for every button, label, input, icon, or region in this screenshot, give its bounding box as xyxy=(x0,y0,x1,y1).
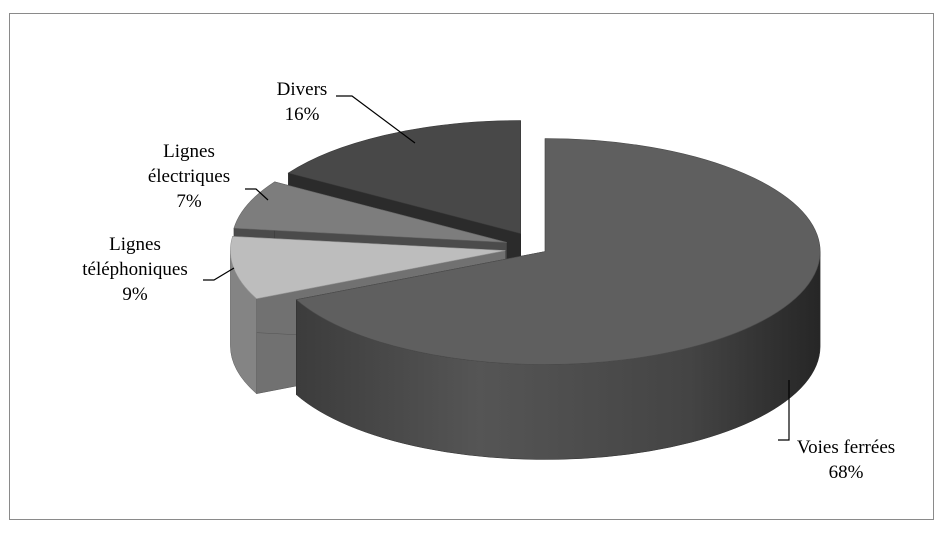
leader-line xyxy=(778,380,790,441)
data-label: Lignes électriques 7% xyxy=(148,141,230,212)
data-labels: Voies ferrées 68%Lignes téléphoniques 9%Lig… xyxy=(82,79,895,483)
data-label-line: 16% xyxy=(285,104,320,125)
pie-slice-top xyxy=(233,181,507,243)
pie-slices xyxy=(230,120,821,460)
leader-line xyxy=(245,188,269,201)
leader-lines xyxy=(203,95,790,441)
data-label-line: 9% xyxy=(122,284,148,305)
data-label: Divers 16% xyxy=(277,79,328,125)
pie-slice-top xyxy=(295,138,821,365)
data-label-line: téléphoniques xyxy=(82,259,188,280)
data-label-line: Lignes xyxy=(109,234,161,255)
data-label-line: 7% xyxy=(176,191,202,212)
data-label-line: 68% xyxy=(829,462,864,483)
data-label-line: Lignes xyxy=(163,141,215,162)
data-label: Lignes téléphoniques 9% xyxy=(82,234,188,305)
pie-slice-top xyxy=(287,120,521,234)
leader-line xyxy=(203,267,235,281)
data-label-line: Voies ferrées xyxy=(797,437,895,458)
data-label: Voies ferrées 68% xyxy=(797,437,895,483)
data-label-line: électriques xyxy=(148,166,230,187)
pie-slice xyxy=(295,138,821,460)
data-label-line: Divers xyxy=(277,79,328,100)
leader-line xyxy=(336,95,416,144)
